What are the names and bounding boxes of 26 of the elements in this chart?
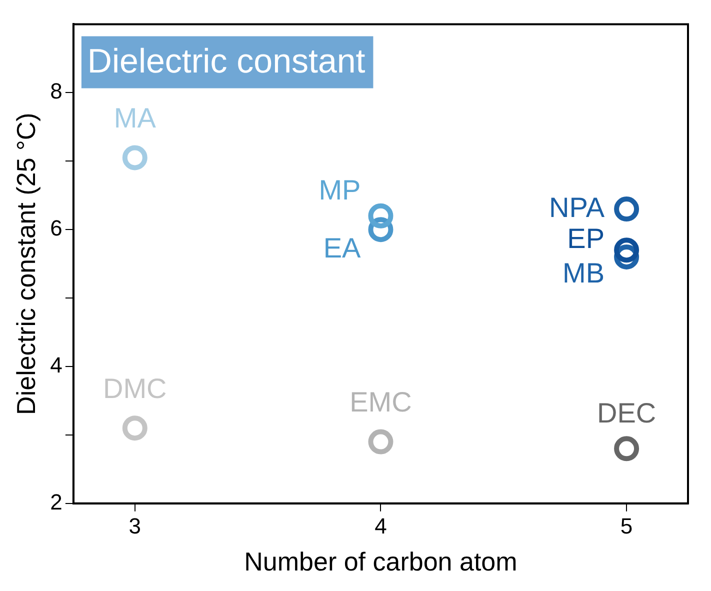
x-tick-label: 4 — [374, 514, 387, 539]
point — [368, 203, 394, 228]
point — [122, 145, 148, 170]
point — [122, 416, 148, 441]
y-axis-title: Dielectric constant (25 °C) — [10, 112, 41, 415]
series-label: EMC — [350, 386, 412, 418]
series-label: MB — [562, 258, 605, 289]
y-tick-label: 8 — [50, 78, 62, 104]
point — [614, 196, 640, 222]
series-label: EA — [323, 232, 362, 264]
x-tick-label: 3 — [128, 514, 142, 539]
x-tick-label: 5 — [620, 514, 633, 539]
series-label: MA — [114, 102, 156, 134]
y-tick-label: 4 — [50, 352, 62, 378]
point — [614, 436, 640, 462]
y-tick-label: 6 — [50, 216, 62, 241]
x-axis-title: Number of carbon atom — [244, 546, 518, 577]
series-label: EP — [567, 222, 605, 254]
point — [614, 238, 640, 263]
series-label: MP — [318, 174, 361, 206]
y-tick-label: 2 — [50, 489, 62, 514]
series-label: DEC — [596, 397, 656, 428]
series-label: DMC — [103, 372, 167, 404]
point — [368, 429, 394, 454]
series-label: NPA — [549, 192, 605, 223]
text: Dielectric constant — [87, 42, 366, 81]
